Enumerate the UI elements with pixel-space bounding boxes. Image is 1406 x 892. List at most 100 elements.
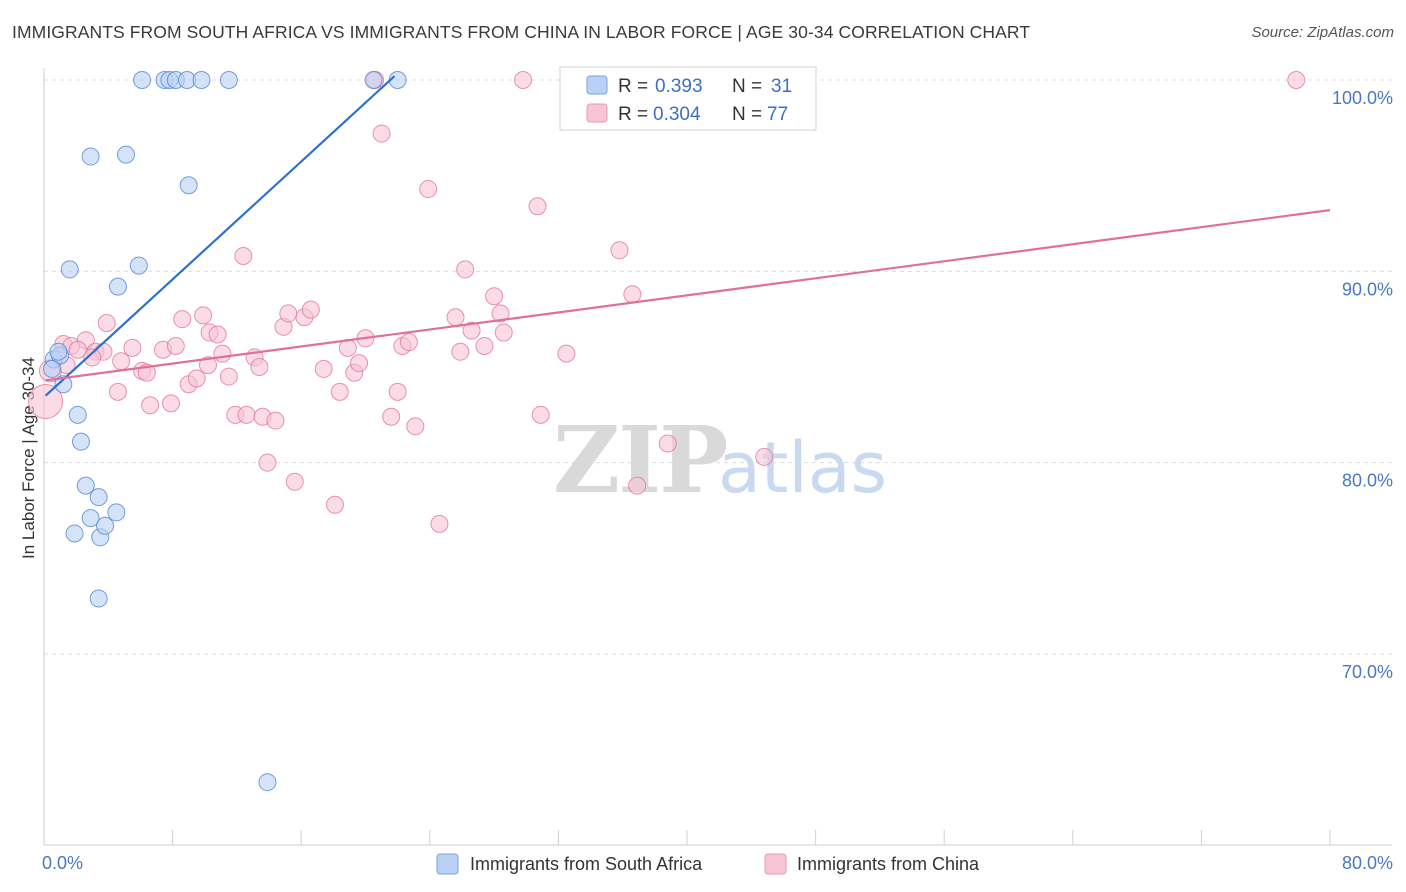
china-point-18 (187, 369, 206, 388)
china-point-44 (372, 124, 391, 143)
china-point-32 (279, 304, 298, 323)
axes (43, 68, 1392, 846)
y-tick-label-100: 100.0% (1332, 88, 1393, 108)
x-tick-label-left: 0.0% (42, 853, 83, 873)
south-africa-point-16 (108, 277, 127, 296)
china-point-74 (83, 348, 102, 367)
south-africa-point-14 (81, 147, 100, 166)
china-point-22 (213, 344, 232, 363)
south-africa-point-12 (107, 503, 126, 522)
china-point-30 (266, 411, 285, 430)
watermark: ZIP atlas (553, 406, 887, 514)
china-point-0 (28, 383, 64, 419)
legend-swatch-pink (586, 103, 608, 123)
china-point-7 (97, 313, 116, 332)
china-point-51 (430, 514, 449, 533)
south-africa-point-29 (49, 342, 68, 361)
china-point-75 (68, 340, 87, 359)
legend-n-label-1: N = (732, 76, 762, 97)
legend-n-value-1: 31 (771, 76, 792, 97)
china-point-35 (301, 300, 320, 319)
south-africa-point-6 (76, 476, 95, 495)
south-africa-point-4 (68, 405, 87, 424)
y-tick-labels: 70.0% 80.0% 90.0% 100.0% (1332, 88, 1393, 682)
china-point-25 (234, 247, 253, 266)
china-trend-line (45, 209, 1331, 382)
china-point-57 (485, 287, 504, 306)
china-point-38 (330, 382, 349, 401)
china-point-59 (494, 323, 513, 342)
china-point-45 (382, 407, 401, 426)
legend-r-label-1: R = (618, 76, 648, 97)
china-point-16 (173, 310, 192, 329)
china-point-70 (1287, 71, 1306, 89)
legend-n-label-2: N = (732, 104, 762, 125)
south-africa-point-24 (192, 71, 211, 89)
china-point-46 (388, 382, 407, 401)
south-africa-point-10 (96, 516, 115, 535)
watermark-atlas: atlas (718, 427, 887, 509)
watermark-zip: ZIP (553, 406, 726, 514)
y-tick-label-90: 90.0% (1342, 279, 1393, 299)
y-axis-label: In Labor Force | Age 30-34 (19, 357, 38, 559)
south-africa-point-15 (116, 145, 135, 164)
china-point-73 (250, 358, 269, 376)
china-point-53 (451, 342, 470, 361)
china-point-15 (166, 336, 185, 355)
china-point-12 (141, 396, 160, 415)
china-point-14 (161, 394, 180, 413)
china-point-66 (623, 285, 642, 304)
china-point-41 (350, 354, 369, 373)
y-tick-label-80: 80.0% (1342, 471, 1393, 491)
china-point-37 (325, 495, 344, 514)
south-africa-point-17 (129, 256, 148, 275)
legend-n-value-2: 77 (767, 104, 788, 125)
china-point-67 (628, 476, 647, 495)
china-points (28, 71, 1306, 533)
south-africa-points (43, 71, 407, 792)
china-point-48 (399, 333, 418, 352)
south-africa-point-19 (133, 71, 152, 89)
series-legend-swatch-blue (436, 853, 459, 875)
south-africa-trend-line (44, 75, 396, 397)
series-legend: Immigrants from South Africa Immigrants … (436, 853, 980, 875)
south-africa-point-25 (219, 71, 238, 89)
china-point-19 (194, 306, 213, 325)
china-point-65 (610, 241, 629, 260)
x-ticks (43, 830, 1331, 845)
china-point-8 (108, 382, 127, 401)
y-tick-label-70: 70.0% (1342, 662, 1393, 682)
china-point-33 (285, 472, 304, 491)
south-africa-point-11 (89, 488, 108, 507)
china-point-60 (514, 71, 533, 89)
china-point-9 (112, 352, 131, 371)
china-point-50 (419, 180, 438, 199)
trend-lines (44, 75, 1331, 397)
china-point-23 (219, 367, 238, 386)
legend-r-value-2: 0.304 (653, 104, 701, 125)
china-point-21 (208, 325, 227, 344)
china-point-26 (237, 405, 256, 424)
china-point-55 (462, 321, 481, 340)
china-point-36 (314, 359, 333, 378)
legend-r-label-2: R = (618, 104, 648, 125)
gridlines (44, 79, 1392, 655)
china-point-52 (446, 308, 465, 327)
south-africa-point-26 (364, 71, 383, 89)
legend-r-value-1: 0.393 (655, 76, 703, 97)
legend-swatch-blue (586, 75, 608, 95)
china-point-62 (531, 405, 550, 424)
china-point-58 (491, 304, 510, 323)
china-point-61 (528, 197, 547, 216)
china-point-29 (258, 453, 277, 472)
x-tick-label-right: 80.0% (1342, 853, 1393, 873)
china-point-68 (658, 434, 677, 453)
south-africa-point-8 (65, 524, 84, 543)
china-point-10 (123, 338, 142, 357)
south-africa-point-30 (43, 359, 62, 378)
south-africa-point-13 (89, 589, 108, 608)
series-legend-label-pink: Immigrants from China (797, 854, 980, 874)
south-africa-point-18 (179, 176, 198, 195)
south-africa-point-3 (60, 260, 79, 279)
